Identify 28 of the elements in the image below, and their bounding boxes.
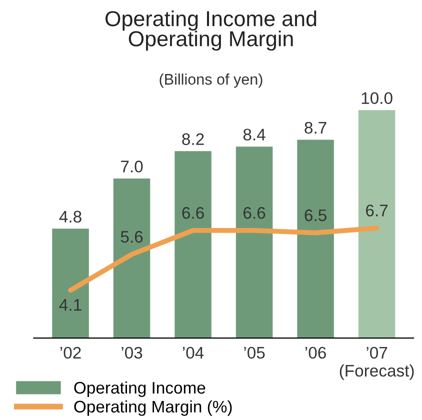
data-label: 6.6 (244, 207, 266, 219)
bar (358, 110, 396, 338)
x-tick-label: ’04 (182, 346, 204, 359)
x-tick-label: ’03 (122, 346, 142, 359)
bar (236, 146, 273, 338)
x-tick-label: ’02 (60, 346, 81, 359)
data-label: 10.0 (362, 92, 392, 104)
bar (174, 151, 212, 338)
data-label: 7.0 (121, 160, 143, 172)
bar (297, 140, 334, 338)
legend-label: Operating Income (74, 381, 206, 397)
x-tick-label: ’05 (244, 346, 265, 359)
data-label: 6.7 (366, 204, 388, 216)
chart-subtitle: (Billions of yen) (160, 74, 262, 88)
data-label: 5.6 (120, 230, 143, 243)
chart-title: Operating Income and Operating Margin (106, 10, 316, 51)
data-label: 8.4 (243, 128, 266, 141)
legend-label: Operating Margin (%) (74, 400, 232, 416)
bar (113, 178, 150, 338)
bar (52, 228, 89, 338)
data-label: 4.1 (59, 299, 82, 311)
x-tick-label: ’07 (Forecast) (340, 346, 414, 380)
data-label: 6.5 (304, 209, 326, 222)
data-label: 8.7 (304, 122, 326, 134)
x-tick-label: ’06 (305, 346, 326, 359)
data-label: 8.2 (182, 133, 204, 146)
data-label: 4.8 (59, 210, 82, 223)
data-label: 6.6 (182, 207, 204, 219)
